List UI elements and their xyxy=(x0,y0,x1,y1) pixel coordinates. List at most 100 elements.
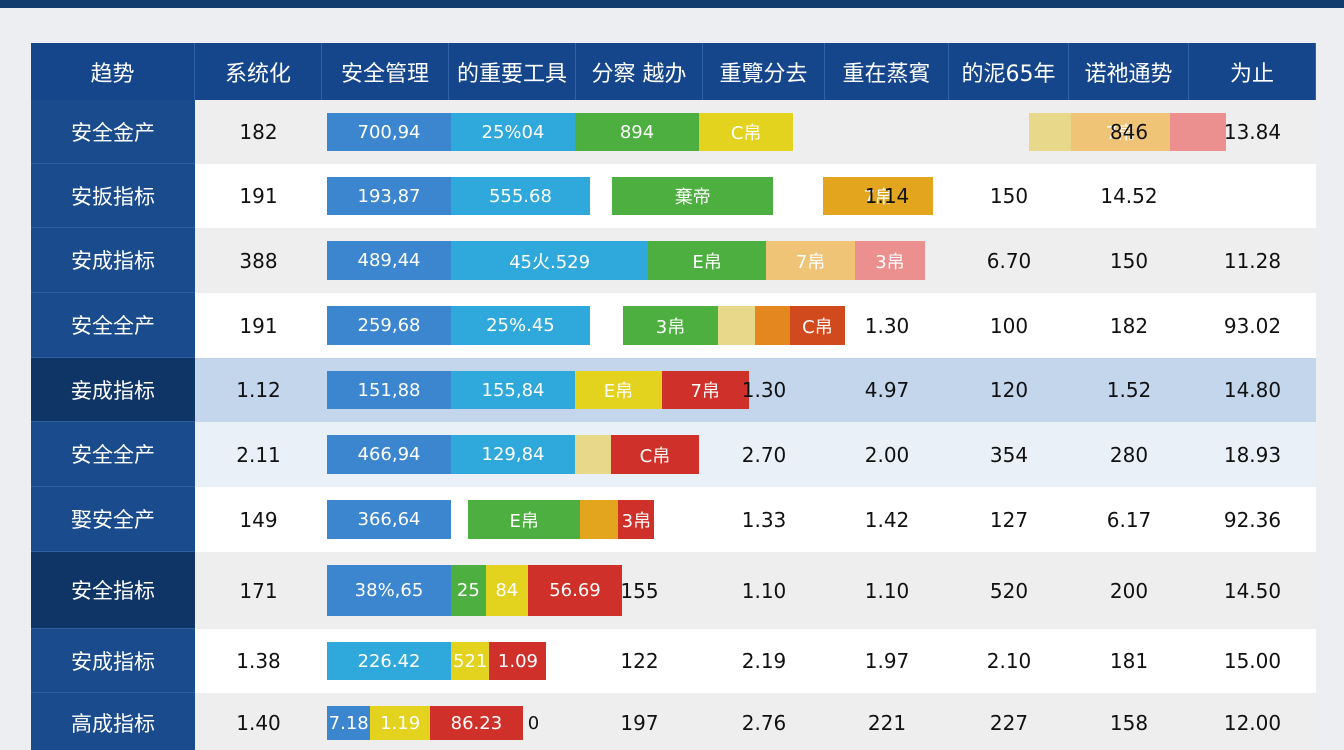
table-row: 高成指标 1.40 7.18 1.19 86.23 0 197 2.76 221 227 158 12… xyxy=(31,693,1316,750)
bar-segment: 7帛 xyxy=(661,371,749,409)
cell-value: 191 xyxy=(239,313,278,338)
bar-segment: 38%,65 xyxy=(327,565,451,616)
row-label: 安成指标 xyxy=(31,228,195,293)
cell-value: 18.93 xyxy=(1223,442,1282,467)
cell-value: 15.00 xyxy=(1223,649,1282,673)
cell-value: 14.80 xyxy=(1223,378,1282,402)
cell-value: 181 xyxy=(1109,649,1149,673)
cell-value: 2.76 xyxy=(741,711,787,735)
cell-value: 158 xyxy=(1109,711,1149,735)
bar-segment: 700,94 xyxy=(327,113,451,151)
cell-value: 1.40 xyxy=(236,711,281,735)
bar-segment: E帛 xyxy=(468,500,580,539)
cell-value: 1.30 xyxy=(741,378,787,402)
bar-segment: C帛 xyxy=(610,435,699,474)
cell-value: 1.97 xyxy=(864,649,910,673)
bar-segment: 894 xyxy=(575,113,699,151)
bar-segment: 84 xyxy=(485,565,528,616)
cell-value: 120 xyxy=(989,378,1029,402)
column-header: 趋势 xyxy=(31,43,195,100)
cell-value: 2.10 xyxy=(986,649,1032,673)
column-header: 的泥65年 xyxy=(949,43,1069,100)
cell-value: 2.00 xyxy=(864,442,910,467)
bar-segment: 555.68 xyxy=(451,177,590,215)
bar-segment: C帛 xyxy=(789,306,846,345)
cell-value: 1.38 xyxy=(236,649,281,673)
bar-segment: 7帛 xyxy=(823,177,934,215)
row-label: 妾成指标 xyxy=(31,358,195,422)
column-header: 安全管理 xyxy=(322,43,449,100)
bar-segment: 25%04 xyxy=(451,113,575,151)
column-header: 系统化 xyxy=(195,43,322,100)
row-label: 安全全产 xyxy=(31,422,195,487)
cell-value: 100 xyxy=(989,313,1029,338)
cell-value: 1.10 xyxy=(864,578,910,603)
bar-segment: 489,44 xyxy=(327,241,451,280)
table-row: 安成指标 388 489,44 45⽕.529 E帛 7帛 3帛 6.70 150 11.28 xyxy=(31,228,1316,293)
cell-value: 197 xyxy=(620,711,659,735)
row-label: 安全金产 xyxy=(31,100,195,164)
bar-segment xyxy=(1028,113,1071,151)
cell-value: 12.00 xyxy=(1223,711,1282,735)
bar-segment: 3帛 xyxy=(623,306,718,345)
cell-value: 1.10 xyxy=(741,578,787,603)
data-table: 趋势 系统化 安全管理 的重要工具 分察 越办 重覽分去 重在蒸賓 的泥65年 诺祂通势 为止 安… xyxy=(31,43,1316,750)
cell-value: 171 xyxy=(239,578,278,603)
table-row: 安全金产 182 700,94 25%04 894 C帛 7帛 846 13.84 xyxy=(31,100,1316,164)
bar-segment: 3帛 xyxy=(618,500,655,539)
cell-value: 280 xyxy=(1109,442,1149,467)
bar-segment: 45⽕.529 xyxy=(451,241,649,280)
table-row: 安扳指标 191 193,87 555.68 棄帝 7帛 1.14 150 14.52 xyxy=(31,164,1316,228)
bar-segment: C帛 xyxy=(699,113,794,151)
cell-value: 149 xyxy=(239,507,278,532)
cell-value: 2.19 xyxy=(741,649,787,673)
bar-segment: 86.23 xyxy=(429,706,523,740)
bar-segment xyxy=(754,306,790,345)
bar-segment: 7帛 xyxy=(765,241,856,280)
bar-segment: 466,94 xyxy=(327,435,451,474)
row-label: 安成指标 xyxy=(31,629,195,693)
bar-segment: 521 xyxy=(451,642,490,680)
bar-segment: 0 xyxy=(527,712,540,734)
cell-value: 182 xyxy=(239,120,278,144)
bar-segment xyxy=(717,306,755,345)
cell-value: 11.28 xyxy=(1223,248,1282,273)
cell-value: 4.97 xyxy=(864,378,910,402)
table-row: 安全指标 171 38%,65 25 84 56.69 155 1.10 1.10 520 200 1… xyxy=(31,552,1316,629)
bar-segment: 3帛 xyxy=(855,241,925,280)
bar-segment xyxy=(1170,113,1226,151)
cell-value: 2.70 xyxy=(741,442,787,467)
bar-segment xyxy=(575,435,611,474)
cell-value: 1.52 xyxy=(1106,378,1152,402)
bar-segment: 226.42 xyxy=(327,642,451,680)
bar-segment: 151,88 xyxy=(327,371,451,409)
cell-value: 150 xyxy=(1109,248,1149,273)
table-row: 安全全产 191 259,68 25%.45 3帛 C帛 1.30 100 182 93.02 xyxy=(31,293,1316,358)
cell-value: 2.11 xyxy=(236,442,281,467)
column-header: 分察 越办 xyxy=(576,43,703,100)
bar-segment: 259,68 xyxy=(327,306,451,345)
bar-segment: 25 xyxy=(451,565,486,616)
column-header: 重在蒸賓 xyxy=(825,43,949,100)
cell-value: 388 xyxy=(239,248,278,273)
bar-segment: 棄帝 xyxy=(612,177,774,215)
row-label: 娶安全产 xyxy=(31,487,195,552)
bar-segment: 193,87 xyxy=(327,177,451,215)
cell-value: 354 xyxy=(989,442,1029,467)
cell-value: 1.42 xyxy=(864,507,910,532)
cell-value: 13.84 xyxy=(1223,120,1282,144)
table-row: 妾成指标 1.12 151,88 155,84 E帛 7帛 1.30 4.97 120 1.52 1… xyxy=(31,358,1316,422)
cell-value: 92.36 xyxy=(1223,507,1282,532)
cell-value: 1.12 xyxy=(236,378,281,402)
cell-value: 221 xyxy=(867,711,907,735)
bar-segment: 129,84 xyxy=(451,435,575,474)
cell-value: 93.02 xyxy=(1223,313,1282,338)
cell-value: 150 xyxy=(989,184,1029,208)
bar-segment: 25%.45 xyxy=(451,306,590,345)
bar-segment: 155,84 xyxy=(451,371,575,409)
row-label: 安全指标 xyxy=(31,552,195,629)
cell-value: 191 xyxy=(239,184,278,208)
bar-segment: 1.19 xyxy=(370,706,430,740)
column-header: 的重要工具 xyxy=(449,43,576,100)
cell-value: 200 xyxy=(1109,578,1149,603)
